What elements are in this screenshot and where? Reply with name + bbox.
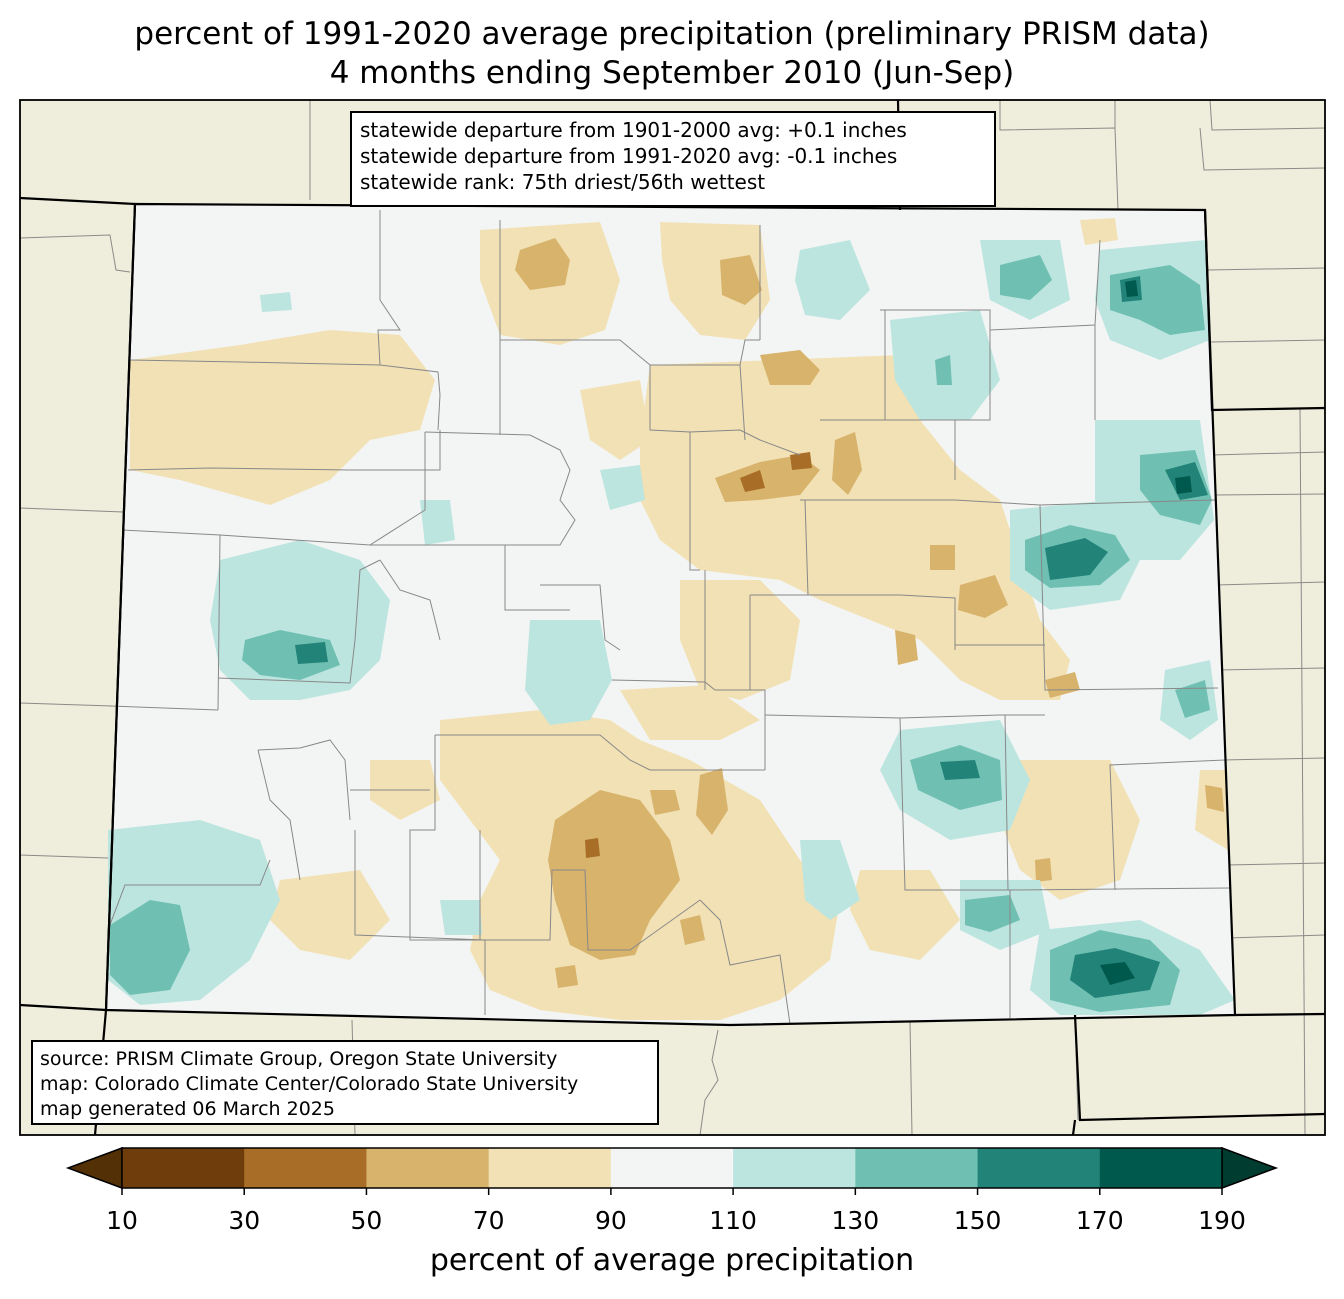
credits-box: source: PRISM Climate Group, Oregon Stat… <box>31 1040 659 1125</box>
colorbar-tick-label: 30 <box>228 1206 261 1235</box>
colorbar-bin-90-110 <box>610 1148 734 1188</box>
map-title-line1: percent of 1991-2020 average precipitati… <box>134 16 1210 52</box>
colorbar-tick-label: 130 <box>831 1206 880 1235</box>
map-frame <box>19 99 1326 1136</box>
colorbar-under-arrow <box>65 1146 123 1190</box>
credits-source: source: PRISM Climate Group, Oregon Stat… <box>40 1048 558 1070</box>
colorbar-bin-170-190 <box>1099 1148 1223 1188</box>
colorbar-bin-30-50 <box>244 1148 367 1188</box>
credits-map: map: Colorado Climate Center/Colorado St… <box>40 1073 579 1095</box>
stats-line-1991-avg: statewide departure from 1991-2020 avg: … <box>360 144 898 168</box>
colorbar-bin-50-70 <box>366 1148 490 1188</box>
colorbar-tick-label: 110 <box>709 1206 757 1235</box>
stats-line-1900-avg: statewide departure from 1901-2000 avg: … <box>360 118 907 142</box>
colorbar-label: percent of average precipitation <box>429 1243 915 1278</box>
colorbar-bin-150-170 <box>977 1148 1101 1188</box>
precipitation-patches <box>108 218 1235 1020</box>
colorbar-bin-10-30 <box>122 1148 245 1188</box>
colorbar <box>65 1146 1279 1195</box>
stats-line-rank: statewide rank: 75th driest/56th wettest <box>360 170 766 194</box>
colorbar-frame <box>121 1147 1223 1189</box>
credits-generated: map generated 06 March 2025 <box>40 1098 335 1120</box>
colorbar-bin-130-150 <box>855 1148 979 1188</box>
state-borders <box>19 99 1326 1136</box>
colorbar-tick-label: 10 <box>106 1206 138 1235</box>
map-title-line2: 4 months ending September 2010 (Jun-Sep) <box>329 55 1015 91</box>
colorbar-over-arrow <box>1221 1146 1279 1190</box>
colorbar-tick-label: 90 <box>594 1206 627 1235</box>
colorbar-bin-70-90 <box>488 1148 612 1188</box>
colorbar-tick-label: 50 <box>350 1206 383 1235</box>
colorbar-bin-110-130 <box>733 1148 856 1188</box>
statewide-stats-box: statewide departure from 1901-2000 avg: … <box>350 111 996 207</box>
colorbar-tick-label: 190 <box>1198 1206 1246 1235</box>
colorbar-tick-label: 150 <box>953 1206 1002 1235</box>
colorbar-tick-label: 170 <box>1075 1206 1124 1235</box>
colorbar-tick-label: 70 <box>472 1206 505 1235</box>
colorado-county-lines <box>105 210 1231 1025</box>
